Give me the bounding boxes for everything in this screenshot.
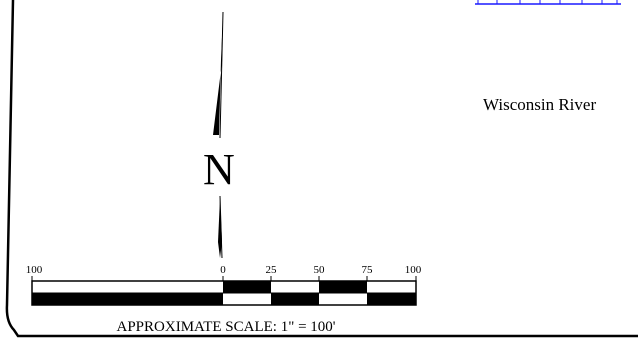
scale-tick-label: 100	[404, 264, 422, 276]
scale-tick-label: 75	[361, 264, 373, 276]
river-label: Wisconsin River	[483, 95, 597, 114]
north-label: N	[203, 145, 235, 194]
map-frame-border	[5, 0, 638, 338]
scale-caption: APPROXIMATE SCALE: 1" = 100'	[116, 319, 336, 335]
scale-tick-label: 25	[265, 264, 277, 276]
scale-tick-label: 100	[25, 264, 43, 276]
scale-tick-label: 50	[313, 264, 325, 276]
scale-bar-icon	[31, 276, 417, 306]
scale-tick-label: 0	[220, 264, 226, 276]
north-arrow-icon	[213, 11, 224, 259]
top-link-fragment[interactable]	[462, 0, 622, 5]
